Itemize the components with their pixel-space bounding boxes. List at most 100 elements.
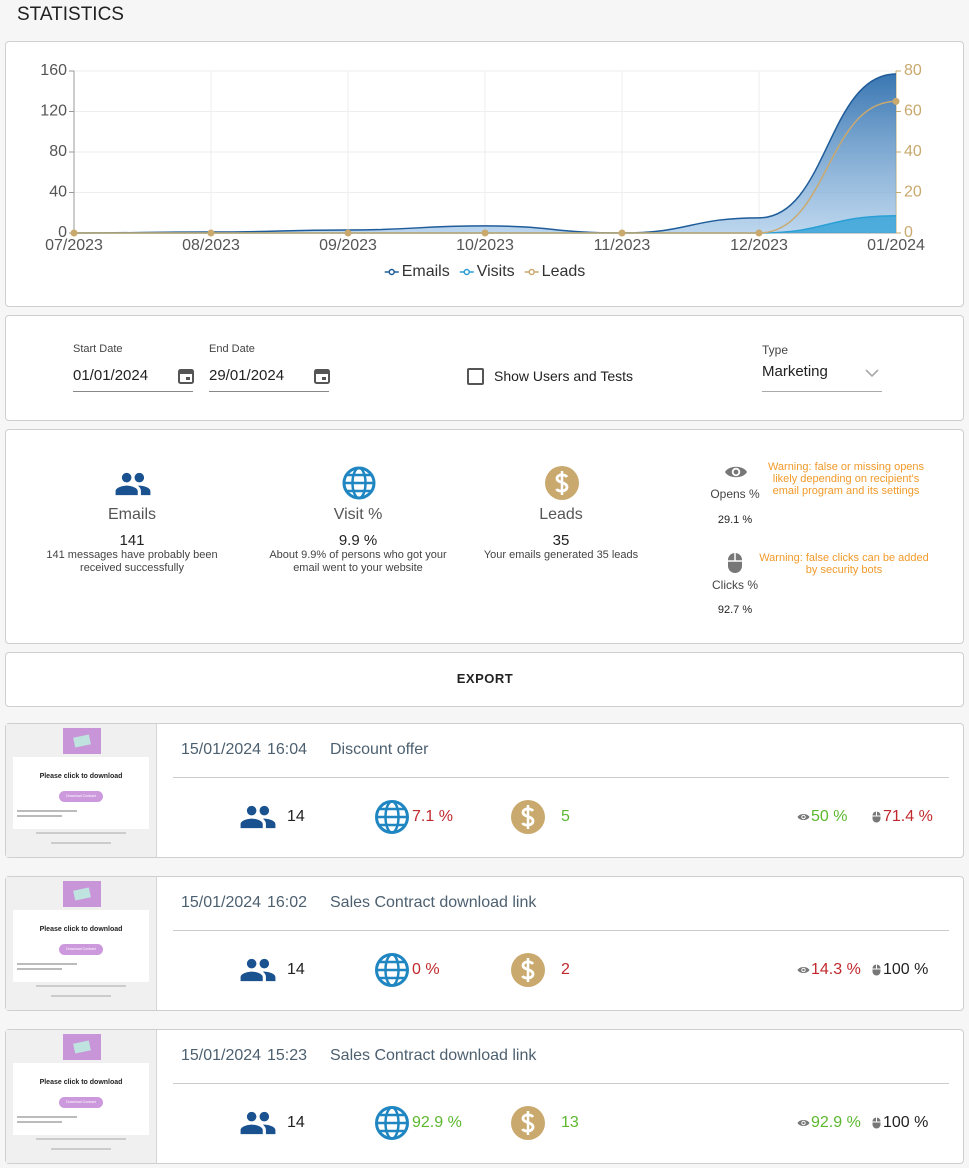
visits-icon [374,1105,410,1141]
end-date-label: End Date [209,343,255,355]
thumbnail-button: Download Contract [59,1097,103,1108]
clicks-label: Clicks % [711,578,759,592]
summary-card: Emails 141 141 messages have probably been… [5,429,964,644]
campaign-visits: 0 % [412,961,440,978]
stat-label: Visit % [333,506,383,523]
y2-tick-label: 80 [904,62,922,79]
visits-icon [374,799,410,835]
series-point [892,97,900,105]
start-date-label: Start Date [73,343,123,355]
opens-icon [797,1118,810,1128]
campaign-visits: 92.9 % [412,1114,462,1131]
divider [173,930,949,931]
divider [173,1083,949,1084]
chart: 0 40 80 120 160 0 20 40 60 80 07/2023 08/2023 09/202… [40,62,925,280]
campaign-time: 16:04 [267,741,308,758]
opens-warning: Warning: false or missing opens likely d… [767,461,925,497]
opens-icon [725,466,747,478]
x-tick-label: 10/2023 [456,237,514,254]
thumbnail-body: Please click to download Download Contrac… [13,1063,149,1135]
thumbnail-body: Please click to download Download Contrac… [13,757,149,829]
stat-value: 141 [119,532,145,549]
campaign-time: 16:02 [267,894,308,911]
checkbox[interactable] [467,368,484,385]
campaign-leads: 5 [561,808,570,825]
clicks-icon [872,1117,881,1129]
campaign-emails: 14 [287,1114,305,1131]
x-tick-label: 11/2023 [594,237,651,254]
campaign-opens: 92.9 % [811,1114,861,1131]
campaign-clicks: 71.4 % [883,808,933,825]
campaign-card[interactable]: Please click to download Download Contrac… [5,876,964,1011]
series-point [755,229,763,237]
campaign-date: 15/01/2024 [181,894,262,911]
stat-note: About 9.9% of persons who got your email… [269,549,447,574]
underline [73,391,193,392]
end-date-input[interactable]: 29/01/2024 [209,367,285,384]
campaign-card[interactable]: Please click to download Download Contrac… [5,1029,964,1164]
legend-marker [528,268,535,276]
thumbnail-text-line [17,1121,62,1123]
campaign-card[interactable]: Please click to download Download Contrac… [5,723,964,858]
y-tick-label: 160 [40,62,67,79]
y2-tick-label: 40 [904,143,922,160]
thumbnail-heading: Please click to download [39,926,123,933]
y-tick-label: 120 [40,103,67,120]
campaign-emails: 14 [287,961,305,978]
thumbnail-footer-line [36,832,126,834]
y-tick-label: 80 [49,143,67,160]
emails-icon [239,802,277,832]
start-date-input[interactable]: 01/01/2024 [73,367,149,384]
thumbnail-footer-line [51,995,111,997]
thumbnail: Please click to download Download Contrac… [6,877,157,1010]
legend-marker [388,268,395,276]
leads-icon [510,799,546,835]
calendar-icon[interactable] [176,366,196,386]
leads-icon [510,1105,546,1141]
export-button[interactable]: EXPORT [5,652,964,707]
y-tick-label: 0 [58,224,67,241]
series-point [618,229,626,237]
series-area [74,215,896,233]
opens-value: 29.1 % [717,514,753,526]
thumbnail-footer-line [51,842,111,844]
x-tick-label: 08/2023 [182,237,240,254]
campaign-clicks: 100 % [883,961,929,978]
series-area [74,74,896,233]
thumbnail-heading: Please click to download [39,1079,123,1086]
clicks-icon [872,811,881,823]
campaign-opens: 14.3 % [811,961,861,978]
filter-card: Start Date 01/01/2024 End Date 29/01/202… [5,315,964,421]
emails-icon [239,1108,277,1138]
thumbnail: Please click to download Download Contrac… [6,724,157,857]
y2-tick-label: 0 [904,224,913,241]
y2-tick-label: 60 [904,103,922,120]
checkbox-label[interactable]: Show Users and Tests [494,368,634,384]
y2-tick-label: 20 [904,184,922,201]
opens-icon [797,812,810,822]
thumbnail-text-line [17,815,62,817]
type-select[interactable]: Marketing [762,363,828,380]
campaign-name: Discount offer [330,741,429,758]
calendar-icon[interactable] [312,366,332,386]
thumbnail-text-line [17,810,77,812]
stat-value: 9.9 % [338,532,378,549]
stat-label: Emails [107,506,157,523]
leads-icon [510,952,546,988]
series-point [207,229,215,237]
campaign-leads: 2 [561,961,570,978]
export-label[interactable]: EXPORT [456,671,514,686]
legend-marker [463,268,470,276]
stat-value: 35 [552,532,570,549]
series-point [481,229,489,237]
campaign-visits: 7.1 % [412,808,453,825]
dropdown-arrow[interactable] [864,367,880,379]
y-tick-label: 40 [49,184,67,201]
x-tick-label: 12/2023 [730,237,788,254]
legend-label: Emails [402,263,450,280]
emails-icon [115,472,151,496]
series-point [70,229,78,237]
thumbnail-footer-line [36,985,126,987]
legend: Emails Visits Leads [384,263,585,280]
